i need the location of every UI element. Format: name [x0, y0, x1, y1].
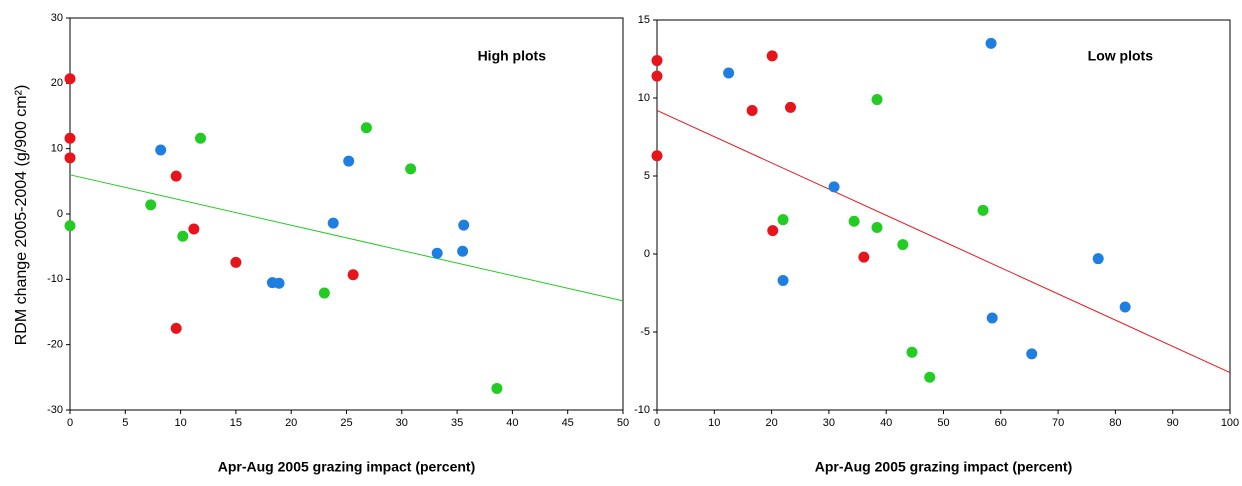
x-tick-label: 15	[230, 417, 242, 429]
y-tick-label: -20	[47, 339, 63, 351]
point	[170, 170, 182, 182]
point	[651, 70, 663, 82]
y-tick-label: -10	[47, 273, 63, 285]
y-tick-label: 30	[51, 12, 63, 24]
annotation: High plots	[478, 48, 547, 64]
point	[343, 155, 355, 167]
point	[651, 150, 663, 162]
point	[985, 37, 997, 49]
point	[458, 219, 470, 231]
x-tick-label: 60	[995, 417, 1007, 429]
point	[777, 275, 789, 287]
point	[871, 221, 883, 233]
trend-line	[656, 110, 1231, 374]
point	[871, 94, 883, 106]
x-tick-label: 40	[880, 417, 892, 429]
annotation: Low plots	[1088, 48, 1154, 64]
x-tick-label: 25	[340, 417, 352, 429]
x-tick-label: 20	[765, 417, 777, 429]
point	[457, 245, 469, 257]
x-tick-label: 90	[1167, 417, 1179, 429]
x-tick-label: 0	[67, 417, 73, 429]
point	[491, 382, 503, 394]
point	[777, 214, 789, 226]
y-tick-label: 10	[51, 143, 63, 155]
point	[273, 277, 285, 289]
point	[188, 223, 200, 235]
point	[360, 122, 372, 134]
y-tick-label: 15	[638, 14, 650, 26]
x-tick-label: 35	[451, 417, 463, 429]
point	[924, 371, 936, 383]
point	[977, 204, 989, 216]
point	[64, 73, 76, 85]
y-tick-label: 10	[638, 92, 650, 104]
point	[195, 132, 207, 144]
x-tick-label: 100	[1221, 417, 1239, 429]
y-axis-title: RDM change 2005-2004 (g/900 cm²)	[13, 85, 30, 346]
point	[170, 322, 182, 334]
y-tick-label: -30	[47, 404, 63, 416]
plot-frame	[69, 17, 624, 411]
x-tick-label: 0	[654, 417, 660, 429]
x-tick-label: 20	[285, 417, 297, 429]
point	[405, 163, 417, 175]
point	[767, 225, 779, 237]
point	[848, 215, 860, 227]
point	[64, 132, 76, 144]
x-tick-label: 50	[617, 417, 629, 429]
point	[785, 101, 797, 113]
x-tick-label: 10	[708, 417, 720, 429]
point	[1092, 253, 1104, 265]
point	[64, 152, 76, 164]
y-tick-label: -10	[634, 404, 650, 416]
x-tick-label: 30	[396, 417, 408, 429]
point	[318, 287, 330, 299]
y-tick-label: 0	[644, 248, 650, 260]
y-tick-label: -5	[640, 326, 650, 338]
point	[64, 220, 76, 232]
point	[327, 217, 339, 229]
point	[155, 144, 167, 156]
x-tick-label: 45	[562, 417, 574, 429]
y-tick-label: 20	[51, 77, 63, 89]
point	[177, 230, 189, 242]
trend-line	[69, 174, 624, 302]
point	[828, 181, 840, 193]
point	[230, 256, 242, 268]
y-tick-label: 0	[57, 208, 63, 220]
point	[1026, 348, 1038, 360]
x-tick-label: 5	[122, 417, 128, 429]
point	[897, 239, 909, 251]
x-tick-label: 30	[823, 417, 835, 429]
x-axis-title: Apr-Aug 2005 grazing impact (percent)	[815, 459, 1073, 475]
point	[431, 247, 443, 259]
point	[723, 67, 735, 79]
plot-frame	[656, 19, 1231, 411]
x-tick-label: 40	[506, 417, 518, 429]
x-tick-label: 80	[1109, 417, 1121, 429]
x-tick-label: 10	[174, 417, 186, 429]
point	[347, 269, 359, 281]
point	[766, 50, 778, 62]
point	[145, 199, 157, 211]
x-tick-label: 50	[937, 417, 949, 429]
y-tick-label: 5	[644, 170, 650, 182]
point	[858, 251, 870, 263]
point	[1119, 301, 1131, 313]
point	[906, 346, 918, 358]
point	[986, 312, 998, 324]
x-tick-label: 70	[1052, 417, 1064, 429]
point	[651, 55, 663, 67]
x-axis-title: Apr-Aug 2005 grazing impact (percent)	[218, 459, 476, 475]
point	[746, 104, 758, 116]
